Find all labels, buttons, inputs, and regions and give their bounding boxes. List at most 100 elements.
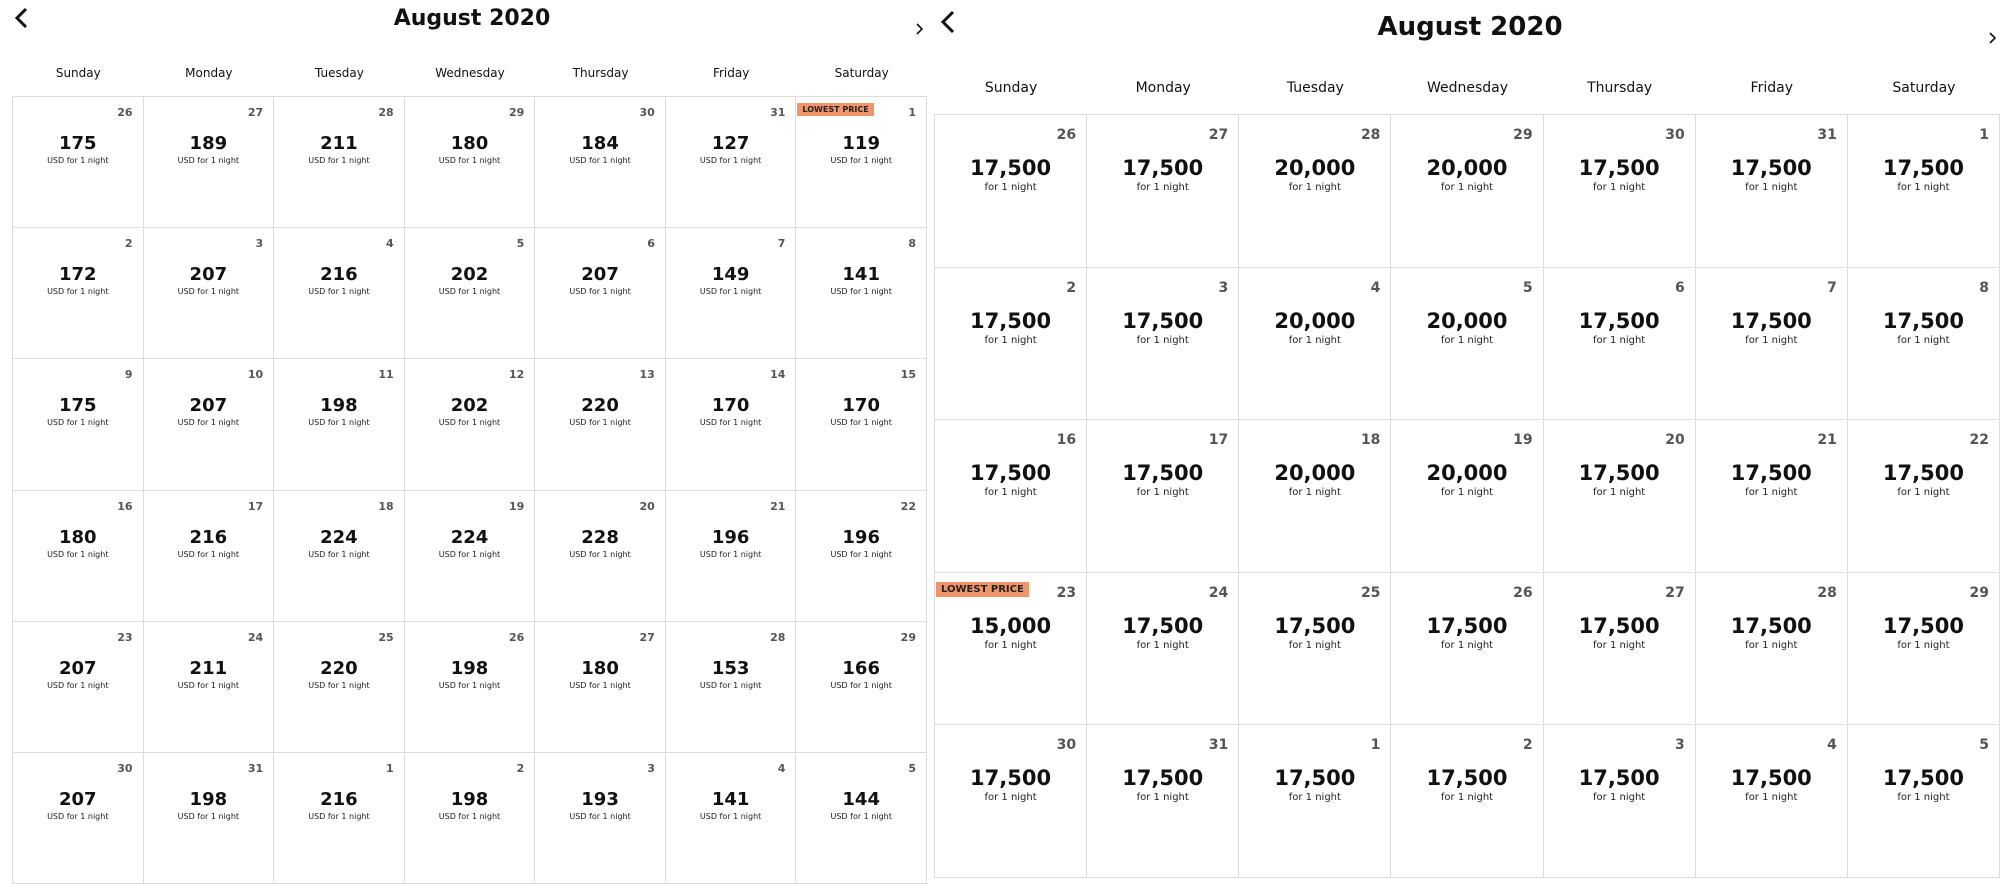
day-cell[interactable]: 8 17,500 for 1 night (1846, 266, 2000, 421)
next-month[interactable] (914, 22, 926, 36)
day-cell[interactable]: 1 17,500 for 1 night (1238, 724, 1392, 878)
day-cell[interactable]: 25 17,500 for 1 night (1238, 571, 1392, 726)
day-cell[interactable]: 16 180 USD for 1 night (12, 489, 144, 622)
day-cell[interactable]: 7 17,500 for 1 night (1694, 266, 1848, 421)
day-number: 20 (1665, 432, 1685, 449)
price-note: USD for 1 night (569, 812, 631, 821)
day-cell[interactable]: 1 119 USD for 1 night LOWEST PRICE (795, 96, 927, 229)
day-cell[interactable]: 27 17,500 for 1 night (1542, 571, 1696, 726)
day-cell[interactable]: 17 216 USD for 1 night (142, 489, 275, 622)
weekday-header: Tuesday (1286, 80, 1344, 96)
day-cell[interactable]: 26 198 USD for 1 night (403, 620, 536, 753)
day-number: 27 (247, 106, 264, 119)
day-cell[interactable]: 17 17,500 for 1 night (1086, 419, 1240, 573)
day-cell[interactable]: 20 17,500 for 1 night (1542, 419, 1696, 573)
day-cell[interactable]: 9 175 USD for 1 night (12, 358, 144, 491)
day-cell[interactable]: 5 17,500 for 1 night (1846, 724, 2000, 878)
day-cell[interactable]: 2 17,500 for 1 night (934, 266, 1088, 421)
day-cell[interactable]: 26 175 USD for 1 night (12, 96, 144, 229)
day-cell[interactable]: 20 228 USD for 1 night (534, 489, 666, 622)
price: 211 (320, 133, 358, 154)
day-cell[interactable]: 5 20,000 for 1 night (1390, 266, 1544, 421)
day-cell[interactable]: 29 166 USD for 1 night (795, 620, 927, 753)
day-cell[interactable]: 21 196 USD for 1 night (664, 489, 797, 622)
day-cell[interactable]: 18 20,000 for 1 night (1238, 419, 1392, 573)
day-cell[interactable]: 24 17,500 for 1 night (1086, 571, 1240, 726)
day-cell[interactable]: 3 193 USD for 1 night (534, 752, 666, 884)
day-cell[interactable]: 3 207 USD for 1 night (142, 227, 275, 360)
day-cell[interactable]: 28 17,500 for 1 night (1694, 571, 1848, 726)
day-cell[interactable]: 23 207 USD for 1 night (12, 620, 144, 753)
day-cell[interactable]: 19 224 USD for 1 night (403, 489, 536, 622)
day-cell[interactable]: 14 170 USD for 1 night (664, 358, 797, 491)
day-cell[interactable]: 31 17,500 for 1 night (1694, 114, 1848, 268)
day-number: 22 (900, 499, 916, 513)
day-cell[interactable]: 27 189 USD for 1 night (142, 96, 275, 229)
weekday-header: Wednesday (435, 66, 505, 80)
day-cell[interactable]: 29 17,500 for 1 night (1846, 571, 2000, 726)
day-cell[interactable]: 21 17,500 for 1 night (1694, 419, 1848, 573)
day-cell[interactable]: 30 184 USD for 1 night (534, 96, 666, 229)
price: 170 (842, 395, 880, 417)
day-cell[interactable]: 4 141 USD for 1 night (664, 752, 797, 884)
price: 17,500 (1426, 766, 1508, 791)
day-cell[interactable]: 4 17,500 for 1 night (1694, 724, 1848, 878)
day-number: 1 (908, 106, 916, 119)
day-number: 28 (378, 106, 394, 119)
price-note: for 1 night (984, 792, 1037, 804)
day-cell[interactable]: 30 17,500 for 1 night (934, 724, 1088, 878)
day-cell[interactable]: 29 20,000 for 1 night (1390, 114, 1544, 268)
price-note: USD for 1 night (47, 680, 109, 690)
day-cell[interactable]: 30 207 USD for 1 night (12, 752, 144, 884)
day-cell[interactable]: 19 20,000 for 1 night (1390, 419, 1544, 573)
day-cell[interactable]: 10 207 USD for 1 night (142, 358, 275, 491)
day-number: 2 (124, 237, 133, 251)
day-number: 26 (508, 630, 525, 644)
day-cell[interactable]: 4 20,000 for 1 night (1238, 266, 1392, 421)
day-cell[interactable]: 28 211 USD for 1 night (273, 96, 405, 229)
day-cell[interactable]: 28 20,000 for 1 night (1238, 114, 1392, 268)
day-cell[interactable]: 3 17,500 for 1 night (1542, 724, 1696, 878)
day-cell[interactable]: 22 196 USD for 1 night (795, 489, 927, 622)
day-cell[interactable]: 31 17,500 for 1 night (1086, 724, 1240, 878)
day-number: 21 (770, 499, 786, 513)
day-cell[interactable]: 1 17,500 for 1 night (1846, 114, 2000, 268)
day-cell[interactable]: 2 172 USD for 1 night (12, 227, 144, 360)
day-number: 8 (908, 237, 916, 251)
day-number: 6 (647, 237, 655, 251)
day-cell[interactable]: 24 211 USD for 1 night (142, 620, 275, 753)
day-cell[interactable]: 26 17,500 for 1 night (934, 114, 1088, 268)
day-cell[interactable]: 25 220 USD for 1 night (273, 620, 405, 753)
day-cell[interactable]: 4 216 USD for 1 night (273, 227, 405, 360)
day-cell[interactable]: 2 17,500 for 1 night (1390, 724, 1544, 878)
day-cell[interactable]: 15 170 USD for 1 night (795, 358, 927, 491)
day-number: 20 (639, 499, 655, 513)
day-cell[interactable]: 11 198 USD for 1 night (273, 358, 405, 491)
day-cell[interactable]: 31 198 USD for 1 night (142, 752, 275, 884)
day-cell[interactable]: 3 17,500 for 1 night (1086, 266, 1240, 421)
day-cell[interactable]: 8 141 USD for 1 night (795, 227, 927, 360)
day-cell[interactable]: 16 17,500 for 1 night (934, 419, 1088, 573)
day-cell[interactable]: 28 153 USD for 1 night (664, 620, 797, 753)
day-cell[interactable]: 6 17,500 for 1 night (1542, 266, 1696, 421)
day-cell[interactable]: 13 220 USD for 1 night (534, 358, 666, 491)
prev-month[interactable] (938, 9, 960, 35)
next-month[interactable] (1987, 31, 1999, 45)
day-cell[interactable]: 6 207 USD for 1 night (534, 227, 666, 360)
day-cell[interactable]: 29 180 USD for 1 night (403, 96, 536, 229)
day-cell[interactable]: 2 198 USD for 1 night (403, 752, 536, 884)
day-cell[interactable]: 23 15,000 for 1 night LOWEST PRICE (934, 571, 1088, 726)
day-cell[interactable]: 12 202 USD for 1 night (403, 358, 536, 491)
day-cell[interactable]: 31 127 USD for 1 night (664, 96, 797, 229)
day-cell[interactable]: 26 17,500 for 1 night (1390, 571, 1544, 726)
prev-month[interactable] (12, 6, 32, 30)
day-cell[interactable]: 18 224 USD for 1 night (273, 489, 405, 622)
day-cell[interactable]: 27 180 USD for 1 night (534, 620, 666, 753)
day-cell[interactable]: 7 149 USD for 1 night (664, 227, 797, 360)
day-cell[interactable]: 30 17,500 for 1 night (1542, 114, 1696, 268)
day-cell[interactable]: 22 17,500 for 1 night (1846, 419, 2000, 573)
day-cell[interactable]: 5 144 USD for 1 night (795, 752, 927, 884)
day-cell[interactable]: 1 216 USD for 1 night (273, 752, 405, 884)
day-cell[interactable]: 27 17,500 for 1 night (1086, 114, 1240, 268)
day-cell[interactable]: 5 202 USD for 1 night (403, 227, 536, 360)
